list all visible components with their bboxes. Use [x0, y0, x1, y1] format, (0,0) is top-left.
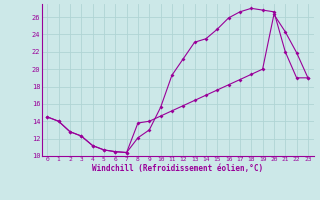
X-axis label: Windchill (Refroidissement éolien,°C): Windchill (Refroidissement éolien,°C) — [92, 164, 263, 173]
